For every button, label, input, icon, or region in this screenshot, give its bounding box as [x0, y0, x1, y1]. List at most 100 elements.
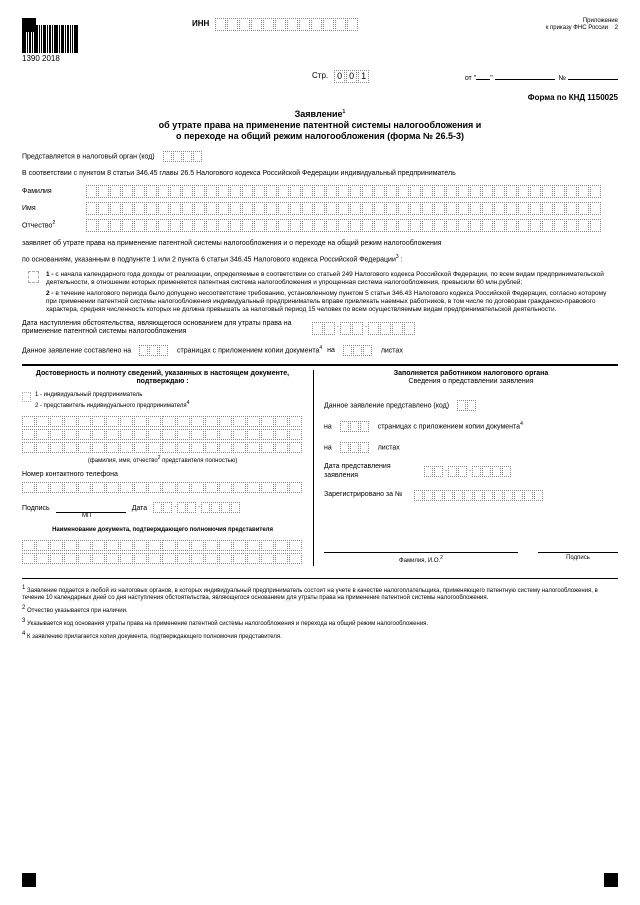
r-reg-cells[interactable]: [414, 490, 544, 501]
doc-row2[interactable]: [22, 553, 303, 564]
inn-cells[interactable]: [215, 18, 359, 31]
submitted-row: Данное заявление представлено (код): [324, 400, 618, 411]
reason-checkbox[interactable]: [28, 271, 39, 283]
num-label: №: [559, 75, 567, 82]
r-fio-line[interactable]: [324, 541, 518, 553]
sig-date-row: Подпись Дата ..: [22, 501, 303, 513]
page-num-area: Стр. 0 0 1: [312, 70, 370, 83]
form-title: Заявление1 об утрате права на применение…: [22, 109, 618, 141]
reason-2: 2 - в течение налогового периода было до…: [22, 290, 618, 313]
ot-month[interactable]: [495, 70, 555, 80]
opt2: 2 - представитель индивидуального предпр…: [35, 403, 187, 409]
r-date-row: Дата представления заявления ..: [324, 463, 618, 480]
signer-type-cell[interactable]: [22, 392, 31, 402]
sheets-label: листах: [381, 347, 403, 354]
page-label: Стр.: [312, 71, 328, 81]
date-event-cells[interactable]: ..: [312, 322, 416, 335]
compiled-pages-cells[interactable]: [139, 345, 169, 356]
left-column: Достоверность и полноту сведений, указан…: [22, 370, 314, 566]
appendix-line2: к приказу ФНС России: [546, 25, 608, 31]
form-code: Форма по КНД 1150025: [22, 93, 618, 103]
phone-cells[interactable]: [22, 482, 303, 493]
reason1-num: 1 -: [46, 271, 54, 278]
rep-name-row2[interactable]: [22, 429, 303, 440]
r-reg-label: Зарегистрировано за №: [324, 491, 414, 499]
title-sup: 1: [343, 109, 346, 115]
title-line2: об утрате права на применение патентной …: [159, 120, 482, 130]
grounds-text: по основаниям, указанным в подпункте 1 и…: [22, 254, 618, 265]
submit-to-label: Представляется в налоговый орган (код): [22, 154, 155, 161]
rep-name-row1[interactable]: [22, 416, 303, 427]
inn-label: ИНН: [192, 19, 209, 29]
name-label: Имя: [22, 205, 84, 213]
r-date-label: Дата представления заявления: [324, 463, 424, 480]
doc-title-label: Наименование документа, подтверждающего …: [22, 527, 303, 534]
reason2-num: 2 -: [46, 290, 54, 297]
surname-label: Фамилия: [22, 188, 84, 196]
name-cells[interactable]: [86, 202, 602, 215]
footnote-separator: [22, 578, 618, 579]
appendix-text: Приложение к приказу ФНС России 2: [546, 18, 618, 32]
r-pages-text: страницах с приложением копии документа: [378, 424, 520, 431]
r-sheets-cells[interactable]: [340, 442, 370, 453]
rep-name-row3[interactable]: [22, 442, 303, 453]
signer-type-row: 1 - индивидуальный предприниматель 2 - п…: [22, 392, 303, 409]
sig-date-cells[interactable]: ..: [153, 502, 241, 513]
r-on-pages: на: [324, 424, 332, 431]
compiled-mid: страницах с приложением копии документа: [177, 347, 319, 354]
num-value[interactable]: [568, 70, 618, 80]
submit-to-row: Представляется в налоговый орган (код): [22, 151, 618, 162]
org-code-cells[interactable]: [163, 151, 203, 162]
ot-row: от "" №: [465, 70, 618, 83]
footnote-4: 4 К заявлению прилагается копия документ…: [22, 631, 618, 641]
mp-label: МП: [82, 513, 303, 520]
ot-day[interactable]: [476, 70, 490, 80]
name-row: Имя: [22, 202, 618, 215]
fio-hint: (фамилия, имя, отчество2 представителя п…: [22, 455, 303, 465]
compiled-row: Данное заявление составлено на страницах…: [22, 345, 618, 356]
r-sign-line[interactable]: [538, 541, 618, 553]
submitted-label: Данное заявление представлено (код): [324, 403, 449, 410]
patronymic-label: Отчество2: [22, 220, 84, 231]
surname-cells[interactable]: [86, 185, 602, 198]
left-col-title: Достоверность и полноту сведений, указан…: [22, 370, 303, 387]
opt1: 1 - индивидуальный предприниматель: [35, 392, 189, 399]
surname-row: Фамилия: [22, 185, 618, 198]
r-sheets-row: на листах: [324, 442, 618, 453]
appendix-line1: Приложение: [546, 18, 618, 25]
page-sup: 2: [615, 25, 618, 31]
ot-label: от: [465, 75, 472, 82]
phone-label: Номер контактного телефона: [22, 471, 303, 479]
doc-row1[interactable]: [22, 540, 303, 551]
page-cells: 0 0 1: [334, 70, 370, 83]
barcode-number: 1390 2018: [22, 54, 82, 64]
footnote-3: 3 Указывается код основания утраты права…: [22, 618, 618, 628]
compiled-end: на: [327, 347, 335, 354]
submitted-cells[interactable]: [457, 400, 477, 411]
r-sig-row: Фамилия, И.О.2 Подпись: [324, 541, 618, 565]
sig-line[interactable]: [56, 501, 126, 513]
header-row: 1390 2018 ИНН Приложение к приказу ФНС Р…: [22, 18, 618, 64]
sig-label: Подпись: [22, 505, 50, 513]
title-line1: Заявление: [295, 109, 343, 119]
reason-1: 1 - с начала календарного года доходы от…: [22, 271, 618, 287]
patronymic-cells[interactable]: [86, 219, 602, 232]
footnote-2: 2 Отчество указывается при наличии.: [22, 605, 618, 615]
date-label: Дата: [132, 505, 148, 513]
r-reg-row: Зарегистрировано за №: [324, 490, 618, 501]
compiled-sheets-cells[interactable]: [343, 345, 373, 356]
footnote-1: 1 Заявление подается в любой из налоговы…: [22, 585, 618, 602]
r-pages-cells[interactable]: [340, 421, 370, 432]
r-date-cells[interactable]: ..: [424, 466, 512, 477]
inn-area: ИНН: [192, 18, 359, 31]
r-fio-label: Фамилия, И.О.: [399, 558, 440, 564]
r-on-sheets: на: [324, 445, 332, 452]
right-column: Заполняется работником налогового органа…: [314, 370, 618, 566]
barcode-area: 1390 2018: [22, 18, 82, 64]
marker-square-bl: [22, 873, 36, 887]
r-sign-label: Подпись: [538, 555, 618, 562]
page-row: Стр. 0 0 1 от "" №: [22, 70, 618, 83]
patronymic-row: Отчество2: [22, 219, 618, 232]
marker-square-br: [604, 873, 618, 887]
right-col-title: Заполняется работником налогового органа…: [324, 370, 618, 387]
